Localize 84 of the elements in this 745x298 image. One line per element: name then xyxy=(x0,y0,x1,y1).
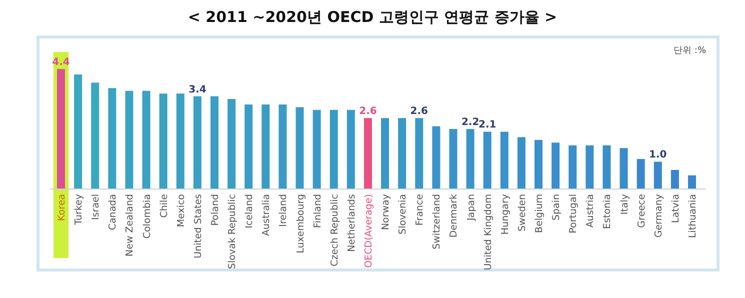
x-tick-label: Greece xyxy=(636,194,648,228)
bar xyxy=(296,107,304,189)
bar xyxy=(346,110,355,189)
data-label: 2.2 xyxy=(461,117,480,128)
x-tick-label: Estonia xyxy=(602,194,614,229)
bar xyxy=(568,145,577,189)
bar xyxy=(500,132,508,189)
x-tick-label: Portugal xyxy=(568,194,580,234)
x-tick-label: Korea xyxy=(56,194,68,221)
x-tick-label: Spain xyxy=(551,194,562,221)
bar xyxy=(654,162,662,189)
data-label: 2.1 xyxy=(478,120,496,131)
x-tick-label: Norway xyxy=(380,194,392,230)
bar xyxy=(312,110,321,189)
bar xyxy=(586,145,594,189)
bar xyxy=(552,142,560,189)
x-tick-label: United Kingdom xyxy=(482,194,494,270)
x-tick-label: Mexico xyxy=(176,194,187,228)
x-tick-label: Canada xyxy=(108,194,119,230)
x-tick-label: Australia xyxy=(261,194,272,236)
bar xyxy=(210,96,218,189)
bar xyxy=(449,129,458,189)
bar xyxy=(364,118,372,189)
x-tick-label: Belgium xyxy=(534,194,546,233)
x-tick-label: Germany xyxy=(653,194,664,238)
chart-title: < 2011 ~2020년 OECD 고령인구 연평균 증가율 > xyxy=(188,8,558,26)
bar xyxy=(330,110,338,189)
bar xyxy=(108,88,116,189)
x-tick-label: Finland xyxy=(312,194,324,228)
x-tick-label: Chile xyxy=(158,194,170,218)
bar xyxy=(244,104,253,189)
x-tick-label: Turkey xyxy=(74,194,85,226)
bar xyxy=(91,82,100,189)
bar xyxy=(193,96,202,189)
x-tick-label: Israel xyxy=(90,194,102,220)
bar xyxy=(125,90,134,189)
bar xyxy=(466,129,474,189)
bar xyxy=(517,137,526,189)
bar xyxy=(483,132,492,189)
x-tick-label: Luxembourg xyxy=(295,194,306,254)
bar xyxy=(228,99,236,189)
x-tick-label: Colombia xyxy=(142,194,153,239)
x-tick-label: Czech Republic xyxy=(329,194,340,266)
bar xyxy=(159,94,168,189)
x-tick-label: France xyxy=(414,194,426,226)
bar xyxy=(176,94,184,189)
bar xyxy=(278,104,287,189)
x-tick-label: Poland xyxy=(210,194,221,226)
bar xyxy=(602,145,611,189)
x-tick-label: Japan xyxy=(466,194,477,222)
bar xyxy=(142,90,150,189)
x-tick-label: Netherlands xyxy=(346,194,358,252)
bar xyxy=(636,159,645,189)
x-tick-label: Italy xyxy=(619,194,630,215)
x-tick-label: Slovak Republic xyxy=(227,194,238,270)
bar xyxy=(415,118,424,189)
x-tick-label: United States xyxy=(192,194,204,258)
x-tick-label: Austria xyxy=(585,194,596,228)
data-label: 1.0 xyxy=(649,150,667,161)
x-tick-label: OECD(Average) xyxy=(363,194,374,268)
text: 단위 :% xyxy=(674,46,706,56)
x-tick-label: Hungary xyxy=(500,194,511,235)
bar xyxy=(670,170,679,189)
x-tick-label: Slovenia xyxy=(398,194,409,234)
x-tick-label: Denmark xyxy=(448,194,460,238)
x-tick-label: Sweden xyxy=(516,194,528,232)
data-label: 2.6 xyxy=(359,106,377,118)
x-tick-label: Lithuania xyxy=(688,194,698,238)
bar xyxy=(620,148,628,189)
bar xyxy=(381,118,390,189)
bar xyxy=(432,126,440,189)
bar xyxy=(398,118,406,189)
x-tick-label: Switzerland xyxy=(432,194,443,250)
x-tick-label: New Zealand xyxy=(124,194,136,256)
bar xyxy=(262,104,270,189)
bar xyxy=(534,140,543,189)
data-label: 3.4 xyxy=(188,84,206,96)
data-label: 2.6 xyxy=(410,106,428,118)
x-tick-label: Latvia xyxy=(670,194,682,223)
bar xyxy=(688,175,696,189)
bar xyxy=(57,69,65,189)
x-tick-label: Ireland xyxy=(278,194,290,227)
x-tick-label: Iceland xyxy=(244,194,256,228)
bar xyxy=(74,74,82,189)
